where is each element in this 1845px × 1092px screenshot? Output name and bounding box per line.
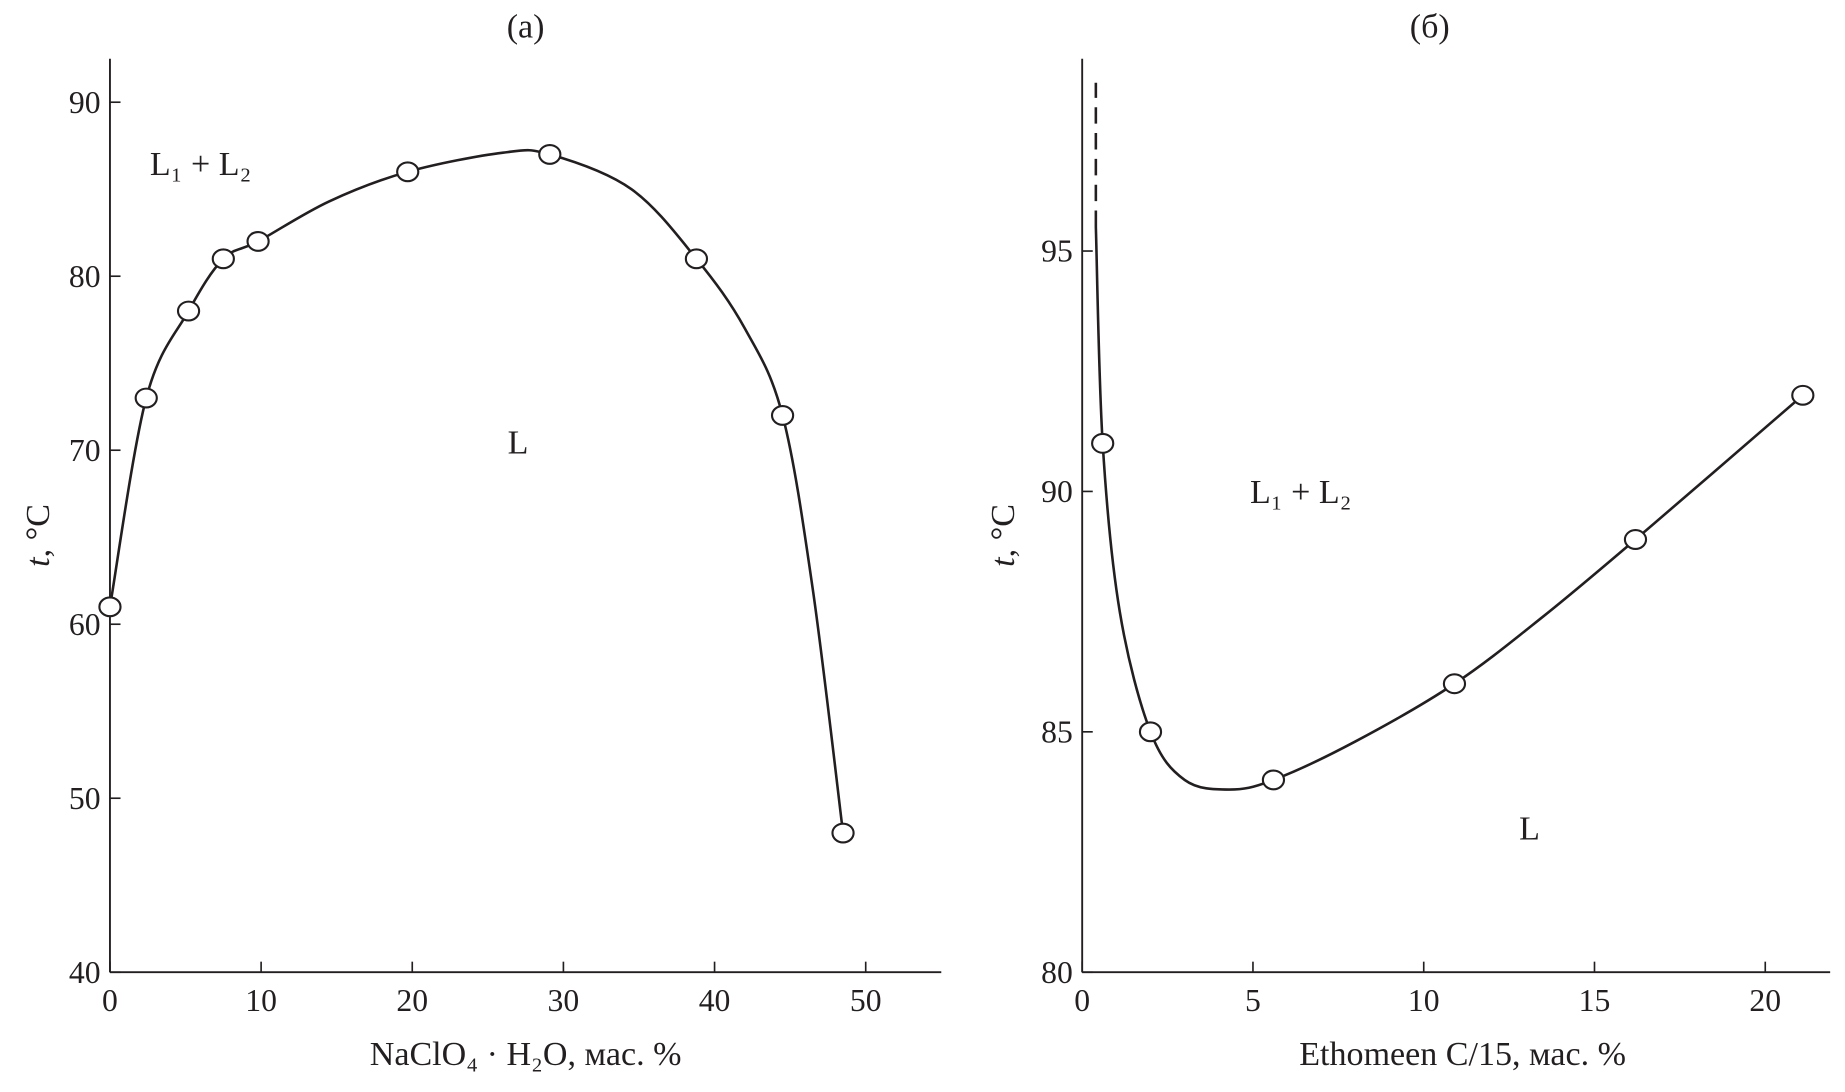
- data-point: [1091, 432, 1115, 454]
- panel-a-ylabel: t, °C: [20, 504, 57, 567]
- panel-b-ylabel: t, °C: [985, 504, 1022, 567]
- panel-a-xlabel: NaClO₄ · H₂O, мас. %: [370, 1036, 682, 1073]
- region-label: L: [1519, 811, 1540, 848]
- x-tick-label: 15: [1579, 983, 1611, 1018]
- data-point: [98, 596, 122, 618]
- data-point: [684, 248, 709, 270]
- x-tick-label: 30: [548, 983, 580, 1018]
- data-point: [211, 248, 235, 270]
- x-tick-label: 5: [1245, 983, 1261, 1018]
- data-point: [176, 300, 201, 322]
- panel-b: (б) Ethomeen C/15, мас. % t, °C 0 5 10 15 20…: [985, 9, 1831, 1073]
- panel-b-boundary-curve: [1094, 226, 1804, 791]
- y-tick-label: 85: [1041, 714, 1073, 749]
- x-tick-label: 20: [1749, 983, 1781, 1018]
- y-tick-label: 80: [1041, 955, 1073, 990]
- data-point: [1261, 769, 1286, 791]
- data-point: [134, 387, 158, 409]
- panel-a-ylabel-unit: , °C: [20, 504, 57, 557]
- y-tick-label: 90: [1041, 474, 1073, 509]
- x-tick-label: 20: [396, 983, 428, 1018]
- panel-a-title: (a): [507, 9, 545, 46]
- panel-b-ylabel-unit: , °C: [985, 504, 1022, 557]
- data-point: [770, 404, 795, 426]
- region-label: L₁ + L₂: [150, 146, 252, 183]
- y-tick-label: 40: [69, 955, 101, 990]
- data-point: [1623, 529, 1648, 550]
- data-point: [831, 822, 855, 844]
- data-point: [1442, 673, 1467, 695]
- x-tick-label: 50: [850, 983, 882, 1018]
- x-tick-label: 0: [102, 983, 118, 1018]
- x-tick-label: 10: [245, 983, 277, 1018]
- data-point: [1138, 721, 1163, 743]
- panel-b-title: (б): [1410, 9, 1450, 46]
- y-tick-label: 50: [69, 781, 101, 816]
- data-point: [538, 143, 562, 165]
- y-tick-label: 60: [69, 607, 101, 642]
- data-point: [246, 230, 270, 252]
- y-tick-label: 95: [1041, 234, 1073, 269]
- panel-b-ylabel-var: t: [985, 556, 1022, 567]
- y-tick-label: 90: [69, 85, 101, 120]
- data-point: [396, 161, 420, 183]
- data-point: [1791, 384, 1815, 406]
- region-label: L: [508, 424, 529, 461]
- x-tick-label: 0: [1074, 983, 1090, 1018]
- panel-b-xlabel: Ethomeen C/15, мас. %: [1299, 1036, 1626, 1073]
- x-tick-label: 40: [699, 983, 731, 1018]
- y-tick-label: 80: [69, 259, 101, 294]
- region-label: L₁ + L₂: [1250, 474, 1352, 511]
- panel-a-ylabel-var: t: [20, 556, 57, 567]
- x-tick-label: 10: [1408, 983, 1440, 1018]
- y-tick-label: 70: [69, 433, 101, 468]
- panel-a: (a) NaClO₄ · H₂O, мас. % t, °C 0 10 20 30 40…: [20, 9, 942, 1073]
